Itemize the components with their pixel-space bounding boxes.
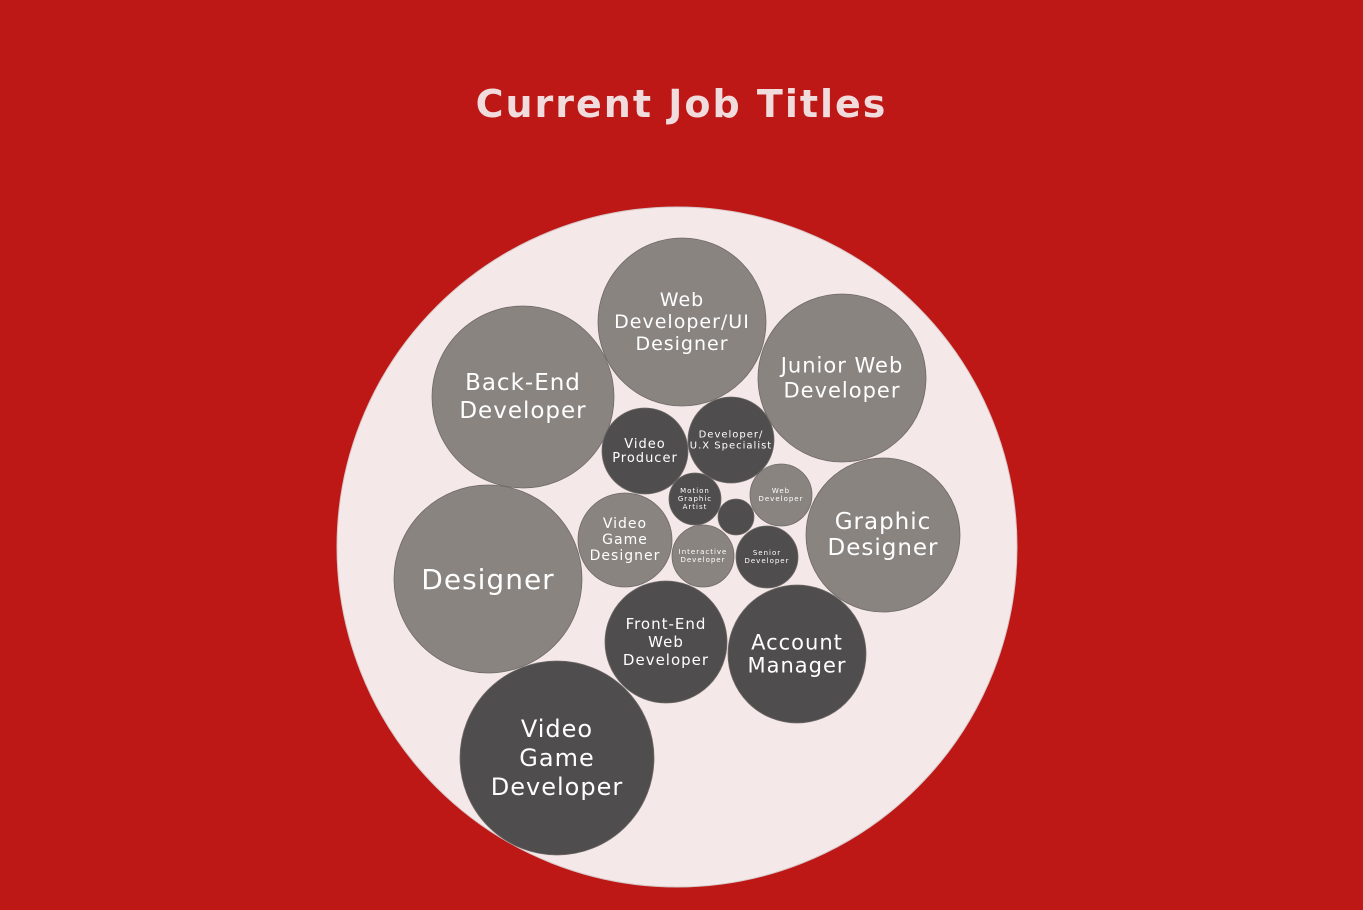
bubble-label-line: Artist — [683, 503, 708, 511]
bubble-label-line: Developer — [783, 379, 900, 403]
bubble-label-video-producer: Video Producer — [612, 437, 678, 466]
bubble-label-line: Developer — [491, 773, 623, 801]
bubble-label-line: Back-End — [465, 370, 581, 396]
bubble-label-line: Motion — [680, 487, 710, 495]
bubble-web-developer[interactable] — [749, 463, 813, 527]
bubble-label-line: Video — [624, 437, 665, 452]
bubble-label-account-manager: Account Manager — [747, 631, 846, 678]
bubble-motion-graphic-artist[interactable] — [668, 472, 722, 526]
bubble-label-line: Designer — [590, 548, 661, 564]
bubble-label-line: Front-End — [626, 615, 707, 633]
bubble-label-line: Producer — [612, 451, 678, 466]
bubble-label-line: Graphic — [835, 509, 932, 535]
bubble-label-line: Interactive — [679, 548, 728, 556]
bubble-label-back-end-developer: Back-End Developer — [459, 370, 586, 424]
bubble-label-web-developer-ui-designer: Web Developer/UI Designer — [614, 289, 750, 355]
bubble-label-designer: Designer — [421, 563, 554, 596]
bubble-label-line: Web — [648, 633, 684, 651]
bubble-account-manager[interactable] — [727, 584, 867, 724]
bubble-label-line: Video — [603, 516, 647, 532]
bubble-label-line: Developer — [680, 556, 725, 564]
bubble-video-game-designer[interactable] — [577, 492, 673, 588]
bubble-back-end-developer[interactable] — [431, 305, 615, 489]
bubble-label-motion-graphic-artist: Motion Graphic Artist — [678, 487, 712, 511]
bubble-label-line: Game — [602, 532, 648, 548]
bubble-graphic-designer[interactable] — [805, 457, 961, 613]
bubble-label-line: Junior Web — [779, 354, 904, 378]
bubble-label-line: Account — [751, 631, 843, 655]
bubble-web-developer-ui-designer[interactable] — [597, 237, 767, 407]
chart-title: Current Job Titles — [475, 82, 888, 126]
bubble-label-line: Developer — [623, 651, 709, 669]
bubble-label-line: U.X Specialist — [690, 440, 772, 451]
bubble-label-line: Designer — [421, 563, 554, 596]
bubble-label-line: Developer — [758, 495, 803, 503]
bubble-label-line: Video — [521, 715, 593, 743]
bubble-label-front-end-web-developer: Front-End Web Developer — [623, 615, 709, 669]
bubble-label-line: Senior — [753, 549, 781, 557]
bubble-label-line: Developer — [744, 557, 789, 565]
bubble-label-video-game-developer: Video Game Developer — [491, 715, 623, 801]
bubble-label-line: Manager — [747, 654, 846, 678]
bubble-video-producer[interactable] — [601, 407, 689, 495]
bubble-label-line: Graphic — [678, 495, 712, 503]
bubble-interactive-developer[interactable] — [671, 524, 735, 588]
bubble-front-end-web-developer[interactable] — [604, 580, 728, 704]
bubble-senior-developer[interactable] — [735, 525, 799, 589]
bubble-label-line: Game — [519, 744, 594, 772]
bubble-label-developer-u-x-specialist: Developer/U.X Specialist — [690, 429, 772, 451]
bubble-label-web-developer: Web Developer — [758, 487, 803, 503]
bubble-label-line: Developer/ — [699, 429, 764, 440]
bubble-label-line: Web — [772, 487, 790, 495]
bubble-junior-web-developer[interactable] — [757, 293, 927, 463]
bubble-label-senior-developer: Senior Developer — [744, 549, 789, 565]
bubble-unlabeled[interactable] — [717, 498, 755, 536]
bubble-designer[interactable] — [393, 484, 583, 674]
bubble-label-graphic-designer: Graphic Designer — [827, 509, 938, 561]
bubble-video-game-developer[interactable] — [459, 660, 655, 856]
bubble-developer-u-x-specialist[interactable] — [687, 396, 775, 484]
bubble-label-video-game-designer: Video Game Designer — [590, 516, 661, 564]
bubble-label-line: Designer — [635, 333, 728, 355]
bubble-label-junior-web-developer: Junior Web Developer — [779, 354, 904, 403]
bubble-label-line: Web — [660, 289, 704, 311]
bubble-label-interactive-developer: Interactive Developer — [679, 548, 728, 564]
bubble-label-line: Developer/UI — [614, 311, 750, 333]
bubble-label-line: Designer — [827, 535, 938, 561]
bubble-label-line: Developer — [459, 398, 586, 424]
